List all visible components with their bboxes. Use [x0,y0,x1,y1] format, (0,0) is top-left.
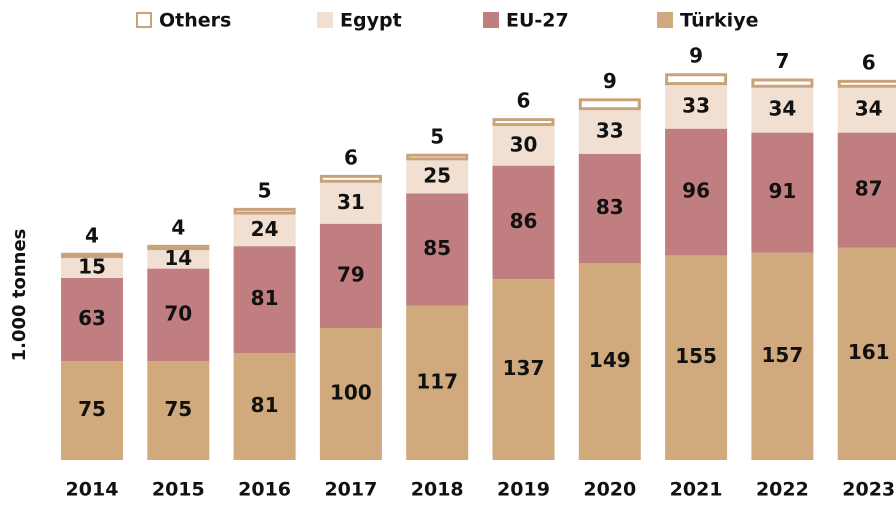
bar-segment [837,132,896,248]
bar-segment [147,250,210,269]
bar-segment [319,328,382,460]
bar-segment [751,132,814,253]
data-label: 137 [503,356,545,380]
legend-label: Egypt [340,10,402,32]
legend-swatch [317,12,333,28]
bar-segment [751,78,814,88]
bar-segment [233,214,296,247]
bar-segment [319,182,382,224]
data-label: 34 [855,97,883,121]
bar-segment [578,98,641,111]
data-label: 63 [78,306,106,330]
legend-swatch [657,12,673,28]
x-tick-label: 2019 [497,479,550,501]
x-tick-label: 2017 [324,479,377,501]
data-label: 75 [78,397,106,421]
bar-segment [578,110,641,154]
bar-segment [492,165,555,280]
bar-segment [147,361,210,460]
bar-segment [406,193,469,306]
data-label: 33 [596,118,624,142]
x-tick-label: 2018 [411,479,464,501]
data-label: 81 [251,286,279,310]
x-tick-label: 2014 [66,479,119,501]
bar-segment [319,223,382,328]
data-label: 91 [768,179,796,203]
data-label: 34 [768,97,796,121]
data-label: 4 [85,223,99,247]
bar-segment [319,174,382,183]
legend-label: Türkiye [680,10,758,32]
data-label: 6 [517,89,531,113]
legend-swatch [136,12,152,28]
data-label: 85 [423,236,451,260]
legend-swatch [483,12,499,28]
data-label: 24 [251,217,279,241]
data-label: 157 [762,343,804,367]
bar-segment [406,305,469,460]
data-label: 100 [330,381,372,405]
data-label: 79 [337,262,365,286]
bar-segment [233,246,296,354]
bar-segment [406,160,469,194]
data-label: 83 [596,195,624,219]
data-label: 117 [416,369,458,393]
bar-segment [665,128,728,256]
data-label: 6 [862,50,876,74]
data-label: 7 [775,49,789,73]
bar-segment [665,85,728,129]
data-label: 96 [682,179,710,203]
data-label: 30 [510,132,538,156]
data-label: 87 [855,177,883,201]
bar-segment [751,87,814,133]
bar-segment [837,79,896,88]
bar-segment [492,118,555,127]
bar-segment [751,252,814,460]
data-label: 33 [682,93,710,117]
bar-segment [578,153,641,264]
x-tick-label: 2023 [842,479,895,501]
data-label: 149 [589,348,631,372]
bar-segment [61,277,123,361]
data-label: 70 [164,301,192,325]
bar-segment [147,244,210,251]
bar-segment [61,258,123,278]
legend-label: Others [159,10,231,32]
data-label: 4 [171,215,185,239]
bar-segment [233,207,296,215]
x-tick-label: 2021 [670,479,723,501]
bar-segment [492,126,555,166]
bar-segment [837,87,896,133]
bar-segment [492,279,555,460]
bar-segment [233,353,296,460]
x-tick-label: 2015 [152,479,205,501]
bar-segment [61,252,123,259]
x-tick-label: 2022 [756,479,809,501]
data-label: 25 [423,163,451,187]
data-label: 31 [337,190,365,214]
bar-segment [406,153,469,161]
bar-segment [147,268,210,361]
y-axis-label: 1.000 tonnes [9,229,30,362]
data-label: 15 [78,254,106,278]
bar-segment [61,361,123,460]
data-label: 5 [430,124,444,148]
bar-segment [665,255,728,460]
bar-segment [837,247,896,460]
data-label: 155 [675,344,717,368]
data-label: 9 [603,69,617,93]
bar-segment [578,263,641,460]
legend-label: EU-27 [506,10,569,32]
data-label: 9 [689,44,703,68]
data-label: 5 [258,178,272,202]
data-label: 86 [510,209,538,233]
data-label: 75 [164,397,192,421]
data-label: 81 [251,393,279,417]
x-tick-label: 2016 [238,479,291,501]
data-label: 6 [344,145,358,169]
bar-segment [665,73,728,86]
data-label: 161 [848,340,890,364]
x-tick-label: 2020 [583,479,636,501]
